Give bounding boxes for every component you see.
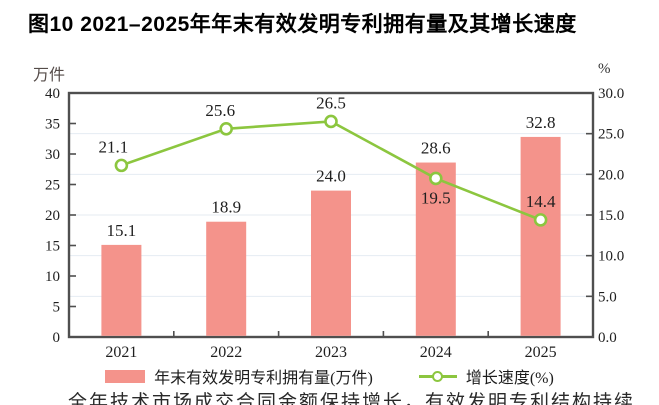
right-axis-unit-label: % bbox=[598, 61, 611, 77]
x-axis-category-label: 2022 bbox=[210, 344, 242, 361]
left-axis-tick-label: 30 bbox=[45, 147, 60, 163]
bar-series-label: 年末有效发明专利拥有量(万件) bbox=[154, 370, 373, 387]
right-axis-tick-label: 5.0 bbox=[598, 289, 617, 305]
right-axis-tick-label: 0.0 bbox=[598, 330, 617, 346]
bar-value-label: 15.1 bbox=[107, 221, 137, 240]
left-axis-tick-label: 35 bbox=[45, 117, 60, 133]
left-axis-tick-label: 15 bbox=[45, 239, 60, 255]
legend-item-bar: 年末有效发明专利拥有量(万件) bbox=[105, 364, 373, 388]
line-value-label: 14.4 bbox=[526, 192, 556, 211]
left-axis-tick-label: 40 bbox=[45, 86, 60, 102]
bar-2025 bbox=[520, 136, 561, 336]
left-axis-unit-label: 万件 bbox=[33, 67, 66, 84]
figure-title: 图10 2021–2025年年末有效发明专利拥有量及其增长速度 bbox=[28, 13, 577, 36]
bar-2022 bbox=[206, 221, 247, 336]
legend-item-line: 增长速度(%) bbox=[418, 364, 554, 388]
line-marker-2024 bbox=[428, 171, 443, 186]
right-axis-tick-label: 25.0 bbox=[598, 127, 624, 143]
right-axis-tick-label: 30.0 bbox=[598, 86, 624, 102]
clipped-paragraph: 全年技术市场成交合同金额保持增长，有效发明专利结构持续优化 bbox=[30, 392, 653, 405]
line-series-label: 增长速度(%) bbox=[465, 370, 554, 387]
bar-value-label: 18.9 bbox=[211, 198, 241, 217]
line-marker-2023 bbox=[324, 114, 338, 129]
bar-value-label: 32.8 bbox=[526, 113, 556, 132]
left-axis-tick-label: 25 bbox=[45, 178, 60, 194]
bar-value-label: 24.0 bbox=[316, 167, 346, 186]
right-axis-tick-label: 20.0 bbox=[598, 167, 624, 183]
line-value-label: 25.6 bbox=[205, 101, 235, 120]
line-value-label: 26.5 bbox=[316, 93, 346, 112]
left-axis-tick-label: 20 bbox=[45, 208, 60, 224]
bar-2023 bbox=[311, 190, 351, 336]
line-series-swatch bbox=[418, 370, 457, 383]
chart-legend: 年末有效发明专利拥有量(万件) 增长速度(%) bbox=[0, 364, 659, 388]
line-marker-2022 bbox=[219, 121, 233, 136]
x-axis-category-label: 2023 bbox=[315, 344, 347, 361]
x-axis-category-label: 2024 bbox=[420, 344, 452, 361]
line-marker-2021 bbox=[114, 158, 129, 173]
bar-2021 bbox=[101, 244, 142, 336]
line-marker-2025 bbox=[533, 213, 548, 227]
right-axis-tick-label: 10.0 bbox=[598, 249, 624, 265]
line-value-label: 21.1 bbox=[99, 137, 129, 156]
line-series-marker-icon bbox=[431, 370, 443, 382]
right-axis-tick-label: 15.0 bbox=[598, 208, 624, 224]
x-axis-category-label: 2021 bbox=[105, 344, 137, 361]
x-axis-category-label: 2025 bbox=[525, 344, 557, 361]
line-value-label: 19.5 bbox=[421, 188, 451, 207]
left-axis-tick-label: 10 bbox=[45, 269, 60, 285]
clipped-paragraph-text: 全年技术市场成交合同金额保持增长，有效发明专利结构持续优化 bbox=[68, 392, 636, 405]
bar-value-label: 28.6 bbox=[421, 139, 451, 158]
left-axis-tick-label: 0 bbox=[53, 330, 61, 346]
bar-series-swatch bbox=[105, 369, 146, 383]
bar-2024 bbox=[415, 162, 456, 336]
left-axis-tick-label: 5 bbox=[53, 300, 61, 316]
